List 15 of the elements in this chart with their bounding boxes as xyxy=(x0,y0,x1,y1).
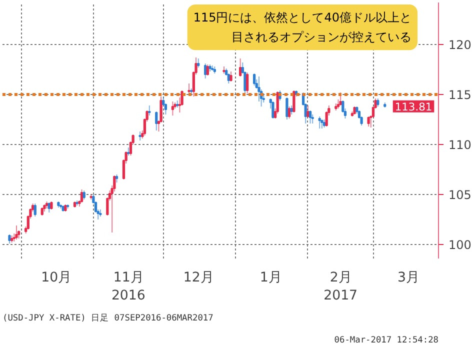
annotation: 113.81 xyxy=(394,100,432,114)
y-tick-label: 115 xyxy=(448,88,472,102)
x-tick-label: 2月 2017 xyxy=(324,270,358,304)
x-tick-label: 12月 xyxy=(183,270,214,286)
x-tick-label: 1月 xyxy=(260,270,282,286)
text: 06-Mar-2017 12:54:28 xyxy=(334,336,439,346)
y-tick-label: 105 xyxy=(448,188,472,202)
y-tick-label: 100 xyxy=(448,238,472,252)
text: (USD-JPY X-RATE) 日足 07SEP2016-06MAR2017 xyxy=(2,312,214,324)
x-tick-label: 10月 xyxy=(41,270,72,286)
annotation: 115円には、依然として40億ドル以上と目されるオプションが控えている xyxy=(193,10,412,44)
y-tick-label: 110 xyxy=(448,138,472,152)
y-tick-label: 120 xyxy=(448,38,472,52)
x-tick-label: 11月 2016 xyxy=(111,270,146,304)
x-tick-label: 3月 xyxy=(397,270,419,286)
